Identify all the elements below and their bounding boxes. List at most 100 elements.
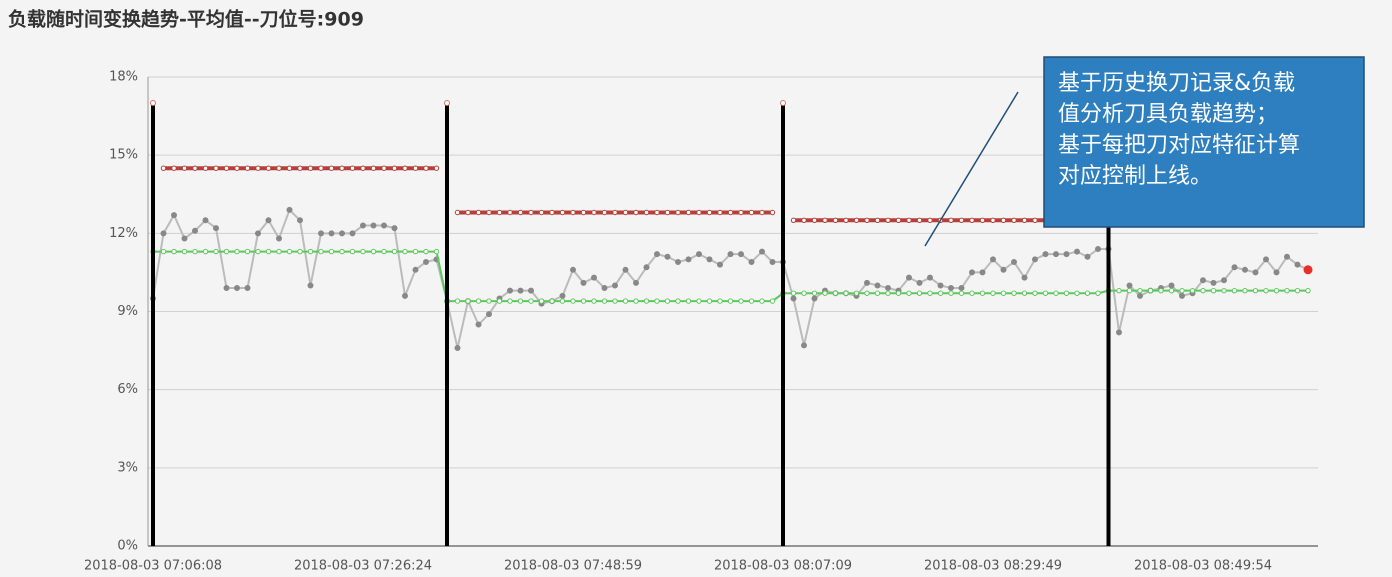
point-marker [412,165,419,171]
point-marker [969,290,975,296]
bar-top-marker [444,100,450,107]
point-marker [1168,287,1175,294]
point-marker [1273,287,1280,294]
point-marker [1116,287,1122,294]
point-marker [1294,261,1301,268]
point-marker [328,248,335,255]
point-marker [601,285,608,292]
point-marker [297,248,303,255]
point-marker [969,217,975,224]
point-marker [1158,287,1164,294]
point-marker [654,298,660,304]
point-marker [559,298,566,304]
point-marker [612,298,618,304]
point-marker [1210,279,1217,286]
point-marker [916,279,923,286]
point-marker [160,248,167,255]
point-marker [1263,256,1269,263]
point-marker [496,298,503,304]
point-marker [759,209,765,216]
point-marker [160,230,167,237]
point-marker [1021,217,1028,224]
point-marker [864,290,870,296]
callout-box [1043,56,1365,228]
point-marker [1242,287,1248,294]
point-marker [916,217,923,224]
point-marker [423,165,429,171]
point-marker [412,248,419,255]
point-marker [1252,269,1259,276]
point-marker [1000,217,1007,224]
point-marker [979,290,986,296]
point-marker [1000,290,1007,296]
point-marker [1116,329,1122,336]
point-marker [475,321,482,328]
point-marker [318,248,324,255]
point-marker [958,290,965,296]
point-marker [706,298,713,304]
point-marker [1074,248,1080,255]
point-marker [811,217,818,224]
y-tick-label: 9% [117,304,138,319]
point-marker [643,264,650,271]
point-marker [864,279,870,286]
point-marker [832,217,839,224]
point-marker [895,290,902,296]
point-marker [675,209,681,216]
point-marker [790,290,797,296]
point-marker [507,298,513,304]
point-marker [370,222,377,229]
point-marker [486,209,492,216]
y-tick-label: 6% [117,382,138,397]
point-marker [675,258,681,265]
y-tick-label: 0% [117,539,138,554]
point-marker [234,248,240,255]
point-marker [486,311,492,318]
point-marker [633,298,639,304]
point-marker [307,282,314,289]
point-marker [255,248,261,255]
point-marker [265,217,272,224]
point-marker [580,209,587,216]
point-marker [1126,287,1133,294]
point-marker [738,209,744,216]
point-marker [1011,258,1017,265]
point-marker [1063,290,1070,296]
point-marker [475,298,482,304]
point-marker [738,298,744,304]
point-marker [339,248,345,255]
point-marker [1053,290,1059,296]
point-marker [1273,269,1280,276]
point-marker [1074,290,1080,296]
point-marker [507,287,513,294]
point-marker [360,222,366,229]
point-marker [958,217,965,224]
point-marker [1021,290,1028,296]
point-marker [1032,217,1038,224]
point-marker [759,248,765,255]
point-marker [832,290,839,296]
callout-line: 对应控制上线。 [1058,164,1212,189]
point-marker [318,165,324,171]
point-marker [181,248,188,255]
point-marker [885,217,891,224]
point-marker [643,298,650,304]
point-marker [748,258,755,265]
point-marker [1284,287,1290,294]
point-marker [276,165,282,171]
point-marker [1000,266,1007,273]
point-marker [801,217,807,224]
point-marker [202,217,209,224]
point-marker [717,261,723,268]
point-marker [223,248,230,255]
point-marker [244,165,251,171]
x-tick-label: 2018-08-03 07:06:08 [84,559,222,574]
point-marker [1137,292,1143,299]
point-marker [391,248,398,255]
point-marker [402,165,408,171]
point-marker [255,230,261,237]
point-marker [927,217,933,224]
point-marker [433,248,440,255]
point-marker [1179,287,1185,294]
